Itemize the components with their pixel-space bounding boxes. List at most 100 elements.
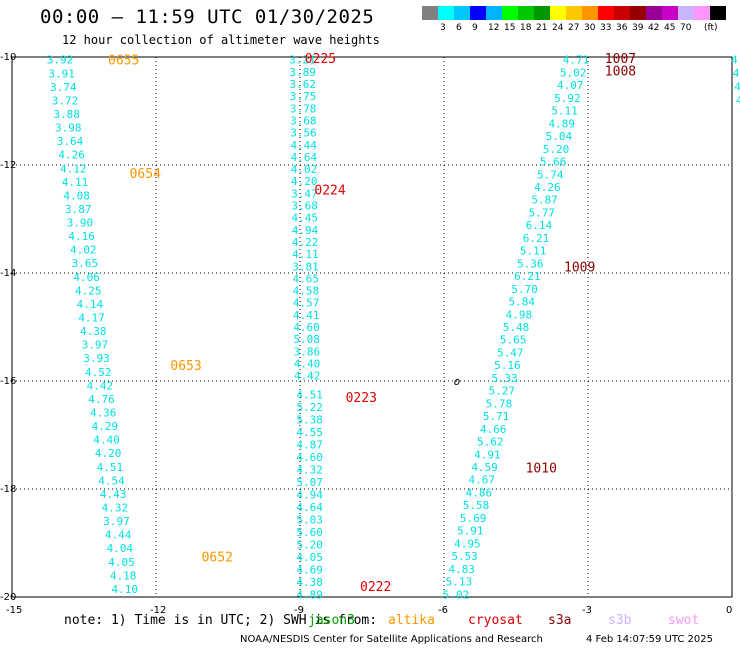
color-legend-label: 24 [552, 23, 564, 33]
pass-time-label: 1010 [526, 461, 557, 476]
pass-time-label: 1007 [605, 52, 636, 67]
wave-height-value: 3.91 [48, 67, 75, 80]
wave-height-value: 3.81 [292, 260, 319, 273]
wave-height-value: 4.05 [296, 551, 323, 564]
wave-height-value: 4.29 [92, 420, 119, 433]
wave-height-value: 4.16 [68, 230, 95, 243]
wave-height-value: 5.48 [503, 321, 530, 334]
pass-time-label: 1008 [605, 65, 636, 80]
generation-timestamp: 4 Feb 14:07:59 UTC 2025 [586, 634, 713, 645]
wave-height-value: 4.67 [468, 474, 495, 487]
pass-time-label: 0224 [314, 183, 345, 198]
color-swatch [550, 6, 566, 20]
wave-height-value: 4.02 [291, 163, 318, 176]
y-tick-label: -12 [0, 160, 16, 171]
wave-height-value: 5.71 [483, 410, 510, 423]
wave-height-value: 4.32 [102, 501, 129, 514]
wave-height-value: 6.21 [523, 232, 550, 245]
wave-height-value: 4.45 [292, 212, 319, 225]
color-legend-label: 15 [504, 23, 516, 33]
pass-time-label: 0654 [130, 167, 161, 182]
color-swatch [646, 6, 662, 20]
wave-height-value: 4.42 [294, 370, 321, 383]
y-tick-label: -14 [0, 268, 16, 279]
wave-height-value: 4.87 [296, 438, 323, 451]
pass-time-label: 0225 [305, 52, 336, 67]
wave-height-value: 5.78 [486, 397, 513, 410]
wave-height-value: 5.38 [296, 413, 323, 426]
wave-height-value: 5.62 [477, 436, 504, 449]
wave-height-value: 5.20 [296, 538, 323, 551]
wave-height-value: 5.22 [296, 401, 323, 414]
wave-height-value: 6.14 [526, 219, 553, 232]
wave-height-value: 5.69 [460, 512, 487, 525]
color-swatch [534, 6, 550, 20]
wave-height-value: 4.57 [293, 297, 320, 310]
wave-height-value: 4.64 [291, 151, 318, 164]
wave-height-value: 4.38 [296, 576, 323, 589]
wave-height-value: 4.26 [58, 149, 85, 162]
wave-height-value: 4.04 [107, 542, 134, 555]
mission-label: cryosat [468, 613, 523, 628]
y-tick-label: -16 [0, 376, 16, 387]
color-swatch [662, 6, 678, 20]
y-tick-label: -10 [0, 52, 16, 63]
wave-height-value: 5.36 [517, 257, 544, 270]
wave-height-value: 5.87 [531, 194, 558, 207]
mission-label: s3b [608, 613, 632, 628]
wave-height-value: 4.07 [557, 79, 584, 92]
color-swatch [614, 6, 630, 20]
wave-height-value: 3.98 [55, 122, 82, 135]
wave-height-value: 4.20 [291, 175, 318, 188]
wave-height-value: 4.55 [296, 426, 323, 439]
wave-height-value: 4.89 [548, 117, 575, 130]
wave-height-value: 5.11 [551, 105, 578, 118]
wave-height-value: 3.47 [291, 187, 318, 200]
wave-height-value: 3.68 [291, 200, 318, 213]
wave-height-value: 3.74 [50, 81, 77, 94]
wave-height-value: 4.64 [296, 501, 323, 514]
color-legend-label: 9 [472, 23, 478, 33]
color-swatch [438, 6, 454, 20]
color-swatch [518, 6, 534, 20]
pass-time-label: 0222 [360, 580, 391, 595]
wave-height-value: 4.18 [110, 569, 137, 582]
wave-height-value: 6.21 [514, 270, 541, 283]
wave-height-value: 5.66 [540, 156, 567, 169]
wave-height-value: 4.41 [293, 309, 320, 322]
wave-height-value: 4.76 [88, 393, 115, 406]
color-swatch [486, 6, 502, 20]
wave-height-value: 4.26 [534, 181, 561, 194]
wave-height-value: 4.51 [296, 389, 323, 402]
wave-height-value: 5.02 [443, 588, 470, 601]
color-legend-unit: (ft) [704, 23, 718, 33]
wave-height-value: 5.03 [296, 513, 323, 526]
wave-height-value: 5.16 [494, 359, 521, 372]
wave-height-value: 4.83 [448, 563, 475, 576]
pass-time-label: 0223 [346, 391, 377, 406]
wave-height-value: 3.90 [67, 217, 94, 230]
wave-height-value: 4.60 [293, 321, 320, 334]
x-tick-label: -12 [150, 605, 166, 616]
wave-height-value: 5.33 [491, 372, 518, 385]
wave-height-value: 4.98 [506, 308, 533, 321]
wave-height-value: 3.92 [47, 54, 74, 67]
wave-height-value: 3.86 [294, 345, 321, 358]
wave-height-value: 4.40 [294, 357, 321, 370]
color-legend-label: 70 [680, 23, 692, 33]
wave-height-value: 4.36 [90, 407, 117, 420]
wave-height-value: 4 [736, 94, 740, 107]
wave-height-value: 5.27 [488, 385, 515, 398]
wave-height-value: 4.44 [105, 529, 132, 542]
wave-height-value: 5.58 [463, 499, 490, 512]
wave-height-value: 4.11 [292, 248, 319, 261]
wave-height-value: 4.71 [563, 54, 590, 67]
wave-height-value: 3.78 [290, 102, 317, 115]
wave-height-value: 4 [731, 54, 738, 67]
wave-height-value: 4.10 [112, 583, 139, 596]
wave-height-value: 4.54 [98, 474, 125, 487]
wave-height-value: 4.44 [290, 139, 317, 152]
wave-height-value: 3.97 [103, 515, 130, 528]
pass-time-label: 1009 [564, 261, 595, 276]
